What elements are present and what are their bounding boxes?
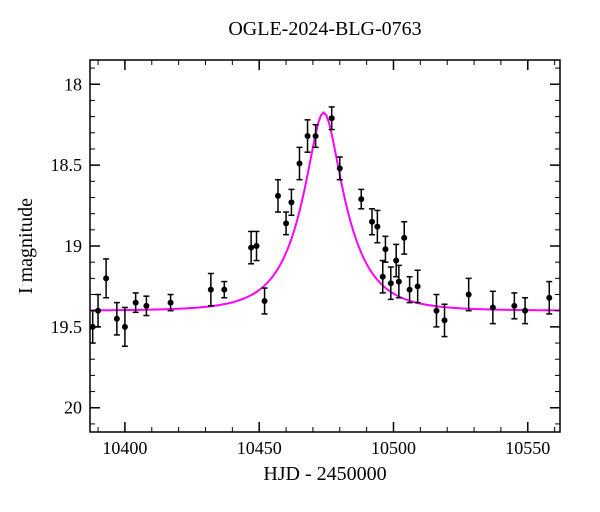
y-tick-label: 19 <box>64 236 82 256</box>
x-tick-label: 10450 <box>237 438 282 458</box>
y-tick-label: 20 <box>64 398 82 418</box>
x-tick-label: 10400 <box>102 438 147 458</box>
y-tick-label: 19.5 <box>51 317 83 337</box>
lightcurve-chart: OGLE-2024-BLG-0763 HJD - 2450000 I magnitu… <box>0 0 600 512</box>
y-tick-label: 18 <box>64 74 82 94</box>
x-tick-label: 10500 <box>371 438 416 458</box>
x-tick-label: 10550 <box>505 438 550 458</box>
chart-title: OGLE-2024-BLG-0763 <box>228 18 421 40</box>
y-tick-label: 18.5 <box>51 155 83 175</box>
y-axis-label: I magnitude <box>15 198 37 294</box>
x-axis-label: HJD - 2450000 <box>263 463 386 485</box>
